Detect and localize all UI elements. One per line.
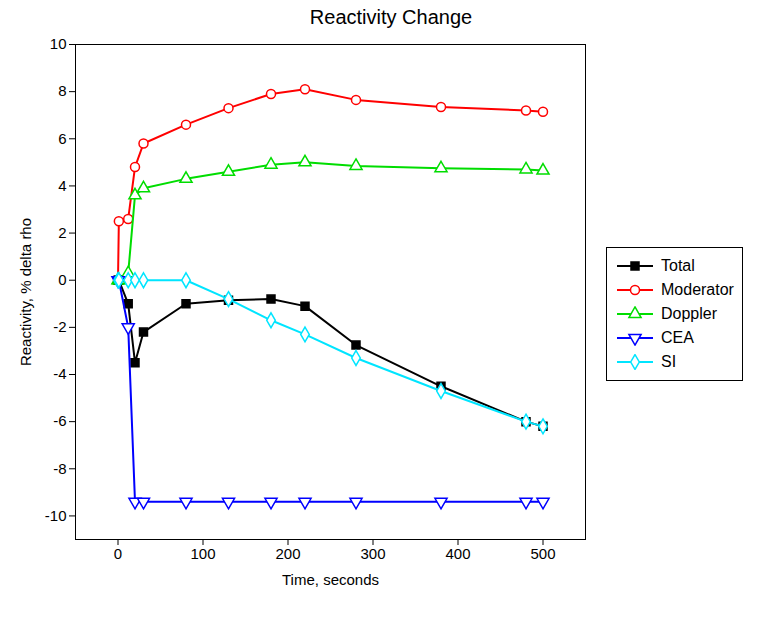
- svg-text:10: 10: [50, 35, 67, 52]
- svg-text:-4: -4: [53, 365, 66, 382]
- svg-text:Time, seconds: Time, seconds: [282, 571, 379, 588]
- svg-text:500: 500: [530, 545, 555, 562]
- svg-text:-10: -10: [45, 507, 67, 524]
- svg-text:400: 400: [445, 545, 470, 562]
- html-text:Moderator: Moderator: [661, 281, 734, 298]
- svg-text:-8: -8: [53, 460, 66, 477]
- svg-text:-6: -6: [53, 412, 66, 429]
- html-text:CEA: CEA: [661, 329, 694, 346]
- html-text:Doppler: Doppler: [661, 305, 717, 322]
- svg-text:100: 100: [190, 545, 215, 562]
- svg-text:8: 8: [58, 82, 66, 99]
- svg-text:0: 0: [114, 545, 122, 562]
- svg-text:300: 300: [360, 545, 385, 562]
- svg-text:2: 2: [58, 224, 66, 241]
- html-text:SI: SI: [661, 353, 677, 370]
- svg-text:Reactivity, % delta rho: Reactivity, % delta rho: [17, 218, 34, 366]
- svg-text:4: 4: [58, 177, 66, 194]
- html-text:Reactivity Change: Reactivity Change: [309, 6, 473, 28]
- svg-text:6: 6: [58, 130, 66, 147]
- html-text:Total: Total: [661, 257, 695, 274]
- svg-text:200: 200: [275, 545, 300, 562]
- svg-text:-2: -2: [53, 318, 66, 335]
- svg-text:0: 0: [58, 271, 66, 288]
